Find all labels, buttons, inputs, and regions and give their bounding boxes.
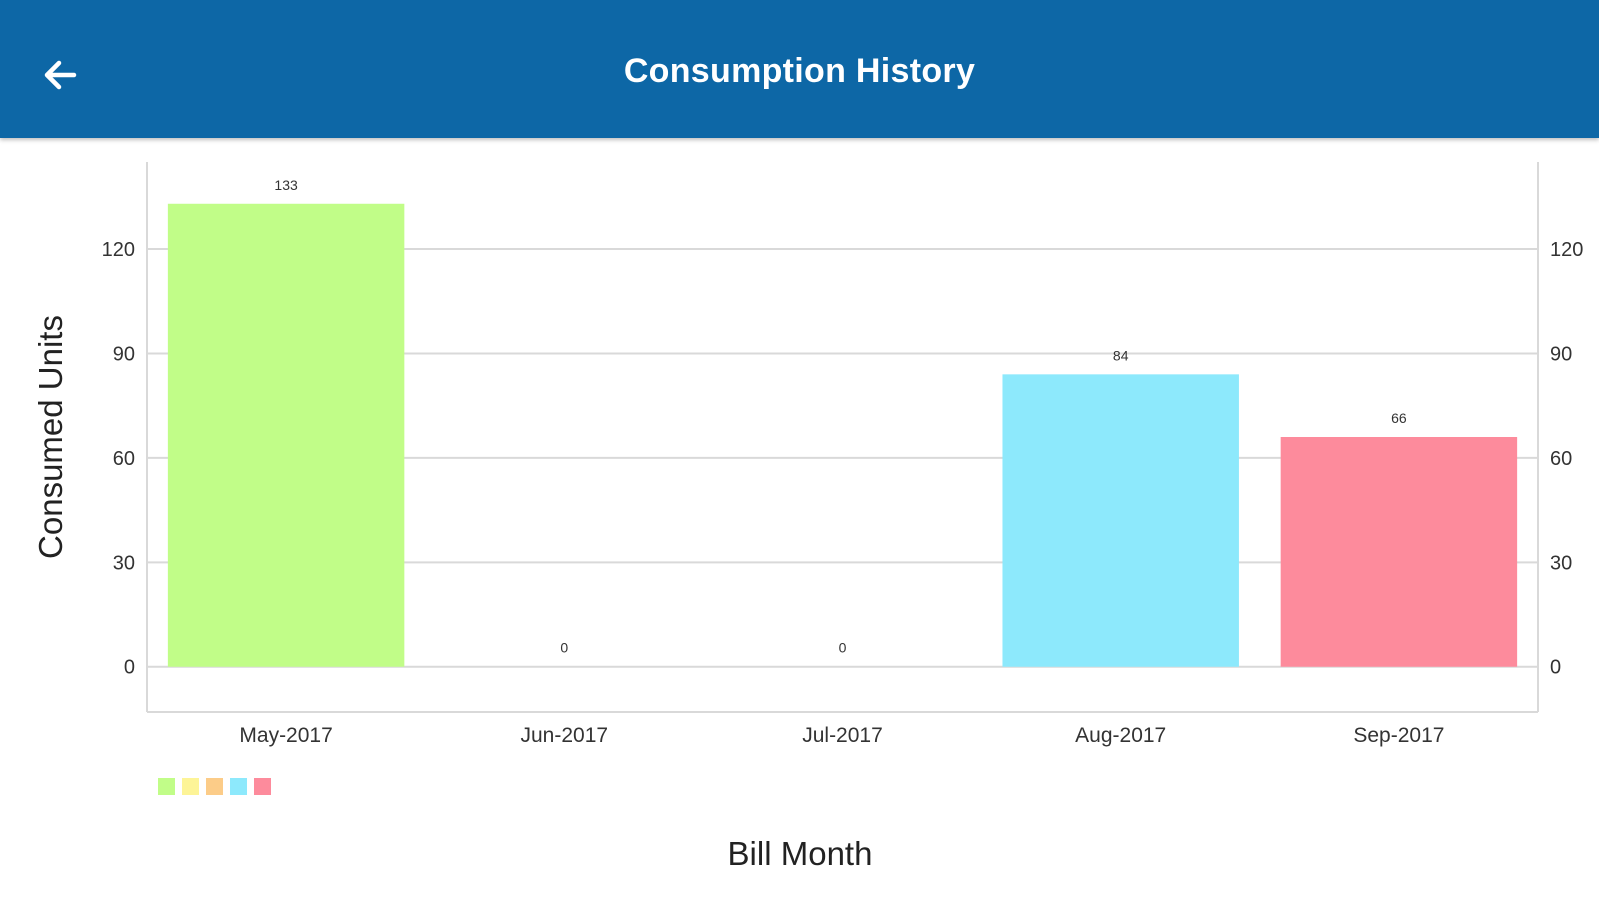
bar-value-label: 66 [1391, 410, 1407, 426]
y-tick-label-left: 0 [124, 657, 135, 679]
x-tick-label: Jun-2017 [521, 724, 609, 747]
x-tick-label: Jul-2017 [802, 724, 883, 747]
legend-swatch [158, 778, 175, 795]
y-axis-title: Consumed Units [32, 315, 69, 559]
y-tick-label-left: 90 [113, 343, 135, 365]
page-title: Consumption History [623, 52, 976, 90]
y-tick-label-right: 30 [1550, 552, 1572, 574]
legend-swatch [230, 778, 247, 795]
legend-swatch [182, 778, 199, 795]
y-tick-label-left: 30 [113, 552, 135, 574]
bar-value-label: 84 [1113, 347, 1129, 363]
y-tick-label-left: 120 [102, 239, 135, 261]
y-tick-label-right: 60 [1550, 448, 1572, 470]
x-tick-label: Sep-2017 [1353, 724, 1444, 747]
bar-value-label: 0 [560, 640, 568, 656]
bar-may-2017 [167, 203, 405, 667]
x-axis-title: Bill Month [728, 835, 873, 872]
legend-swatch [206, 778, 223, 795]
y-tick-label-right: 120 [1550, 239, 1583, 261]
y-tick-label-right: 90 [1550, 343, 1572, 365]
x-tick-label: May-2017 [239, 724, 332, 747]
arrow-left-icon [40, 55, 80, 100]
bar-value-label: 0 [839, 640, 847, 656]
y-tick-label-left: 60 [113, 448, 135, 470]
bar-aug-2017 [1002, 374, 1239, 667]
app-header: Consumption History [0, 0, 1599, 138]
bar-sep-2017 [1280, 437, 1518, 667]
back-button[interactable] [30, 47, 90, 107]
bar-value-label: 133 [274, 177, 298, 193]
x-tick-label: Aug-2017 [1075, 724, 1166, 747]
y-tick-label-right: 0 [1550, 657, 1561, 679]
legend-swatch [254, 778, 271, 795]
